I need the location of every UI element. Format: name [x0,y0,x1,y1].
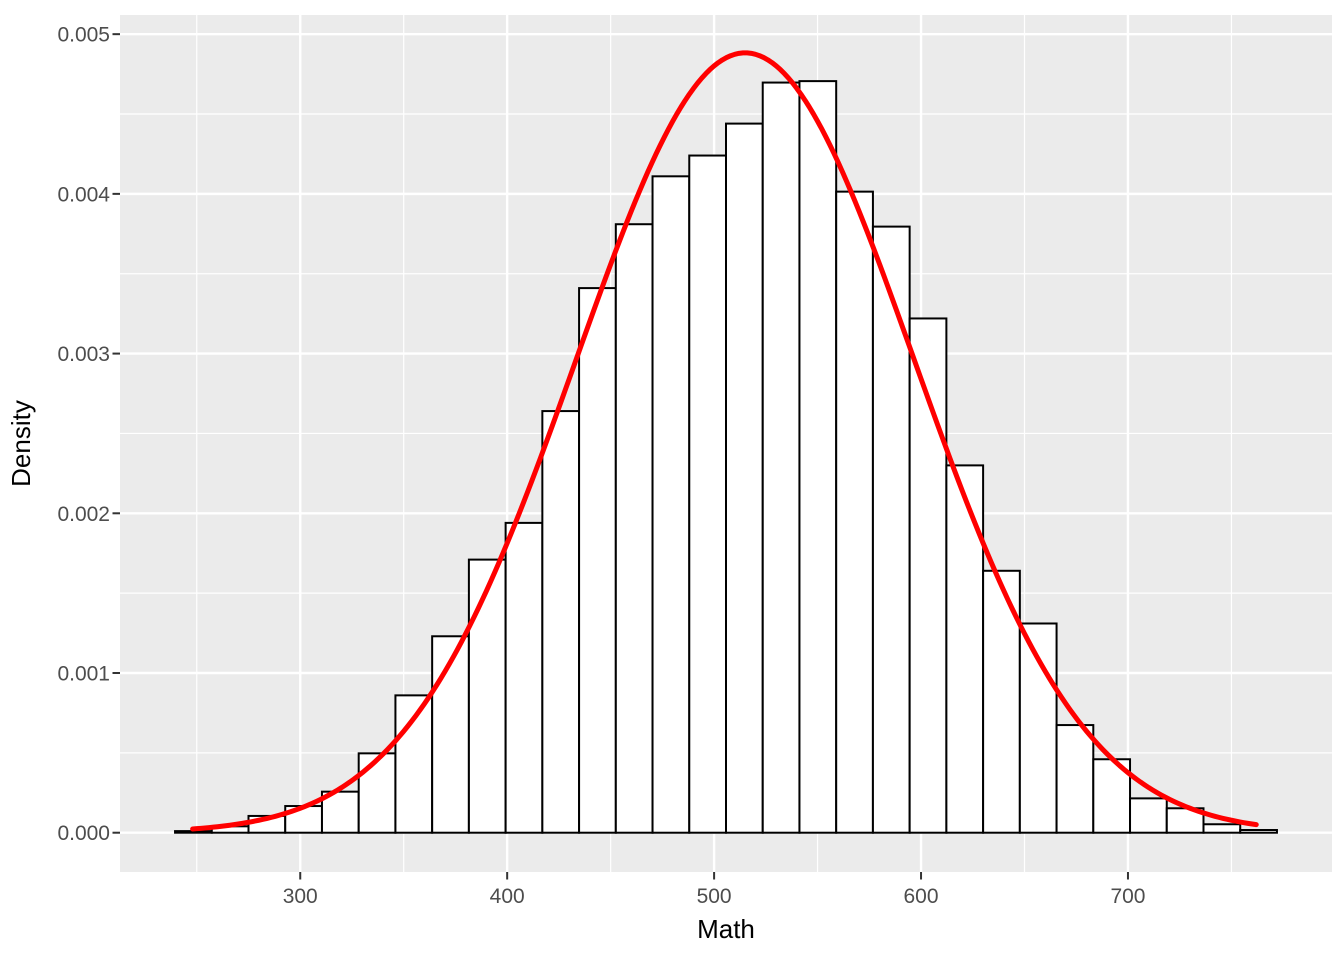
x-tick-label: 300 [283,885,318,908]
density-curve-layer [190,50,1259,832]
x-tick-label: 700 [1110,885,1145,908]
y-tick-label: 0.000 [57,822,110,845]
x-tick-label: 400 [490,885,525,908]
histogram-bar [357,752,397,834]
histogram-bar [1055,724,1095,834]
histogram-bar [651,175,691,834]
histogram-bar [614,223,654,834]
x-axis-title: Math [697,914,755,944]
histogram-bar [1202,823,1242,834]
histogram-bar [1239,829,1278,834]
y-tick-label: 0.005 [57,24,110,47]
y-tick-label: 0.003 [57,343,110,366]
histogram-bar [504,521,544,834]
histogram-bar [945,464,985,834]
x-tick-label: 600 [904,885,939,908]
histogram-bar [725,122,764,834]
histogram-bar [578,287,617,834]
y-tick-label: 0.004 [57,183,110,206]
y-axis-title: Density [6,400,36,487]
density-curve [190,50,1259,832]
histogram-bar [467,558,507,834]
histogram-bar [1129,797,1168,834]
histogram-bar [871,225,911,834]
axes-layer: 300 400 500 600 700 0.000 0.001 0.002 0.003 0.004… [57,24,1145,908]
histogram-bar [761,81,801,834]
histogram-bar [688,154,728,834]
y-tick-label: 0.002 [57,503,110,526]
y-tick-label: 0.001 [57,663,110,686]
histogram-bar [835,190,874,834]
histogram-bar [798,80,838,834]
histogram-bar [541,410,581,834]
x-tick-label: 500 [697,885,732,908]
